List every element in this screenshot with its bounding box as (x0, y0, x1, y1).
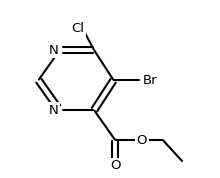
Text: N: N (48, 44, 58, 57)
Text: O: O (110, 159, 121, 172)
Text: Br: Br (143, 74, 158, 87)
Text: O: O (137, 134, 147, 147)
Text: Cl: Cl (72, 22, 85, 35)
Text: N: N (48, 104, 58, 117)
